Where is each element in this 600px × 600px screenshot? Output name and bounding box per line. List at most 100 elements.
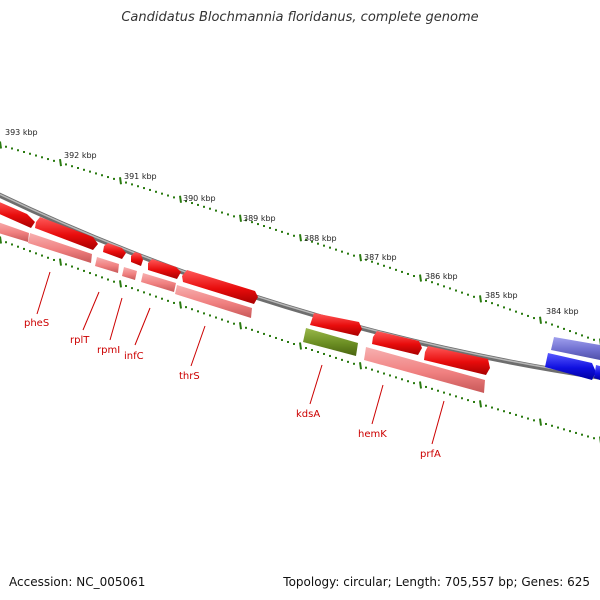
- minor-tick: [167, 299, 169, 302]
- minor-tick: [287, 232, 289, 235]
- minor-tick: [485, 300, 487, 303]
- minor-tick: [425, 279, 427, 282]
- gene-rplT-forward[interactable]: [35, 217, 98, 250]
- minor-tick: [41, 254, 43, 257]
- minor-tick: [203, 312, 205, 315]
- minor-tick: [425, 385, 427, 388]
- major-tick: [419, 381, 422, 389]
- gene-label-rpmI[interactable]: rpmI: [97, 345, 120, 356]
- minor-tick: [233, 322, 235, 325]
- minor-tick: [185, 200, 187, 203]
- minor-tick: [395, 376, 397, 379]
- gene-infC-forward[interactable]: [131, 252, 143, 266]
- minor-tick: [83, 168, 85, 171]
- gene-kdsA-rna[interactable]: [303, 328, 358, 356]
- gene-kdsA-forward[interactable]: [310, 313, 362, 336]
- topology-label: Topology: circular; Length: 705,557 bp; …: [283, 575, 590, 589]
- minor-tick: [443, 285, 445, 288]
- minor-tick: [293, 342, 295, 345]
- minor-tick: [521, 312, 523, 315]
- tick-label: 388 kbp: [304, 234, 337, 243]
- gene-label-kdsA[interactable]: kdsA: [296, 409, 320, 420]
- accession-label: Accession: NC_005061: [9, 575, 146, 589]
- minor-tick: [77, 267, 79, 270]
- minor-tick: [353, 362, 355, 365]
- gene-label-thrS[interactable]: thrS: [179, 371, 200, 382]
- gene-infC-reverse[interactable]: [122, 267, 137, 280]
- minor-tick: [335, 356, 337, 359]
- minor-tick: [407, 272, 409, 275]
- leader-infC: [134, 307, 151, 346]
- minor-tick: [83, 269, 85, 272]
- major-tick: [419, 274, 422, 282]
- gene-label-pheS[interactable]: pheS: [24, 318, 49, 329]
- minor-tick: [29, 250, 31, 253]
- minor-tick: [497, 408, 499, 411]
- minor-tick: [413, 275, 415, 278]
- minor-tick: [341, 250, 343, 253]
- minor-tick: [125, 284, 127, 287]
- minor-tick: [155, 190, 157, 193]
- gene-blue-reverse[interactable]: [545, 353, 596, 380]
- minor-tick: [221, 318, 223, 321]
- minor-tick: [257, 330, 259, 333]
- genome-backbone-highlight: [0, 193, 600, 377]
- gene-blue-reverse-2[interactable]: [594, 365, 600, 380]
- gene-thrS-reverse-2[interactable]: [175, 285, 252, 318]
- minor-tick: [305, 238, 307, 241]
- gene-hemK-forward[interactable]: [372, 331, 422, 355]
- gene-pheS-forward[interactable]: [0, 200, 35, 228]
- gene-thrS-reverse-1[interactable]: [141, 273, 176, 292]
- gene-blue-forward[interactable]: [551, 337, 600, 360]
- tick-label: 392 kbp: [64, 151, 97, 160]
- major-tick: [119, 177, 122, 185]
- minor-tick: [281, 338, 283, 341]
- minor-tick: [209, 314, 211, 317]
- gene-rplT-reverse[interactable]: [28, 233, 92, 263]
- minor-tick: [203, 205, 205, 208]
- minor-tick: [71, 165, 73, 168]
- minor-tick: [143, 187, 145, 190]
- tick-label: 385 kbp: [485, 291, 518, 300]
- forward-strand-genes: [0, 200, 600, 375]
- minor-tick: [323, 352, 325, 355]
- major-tick: [299, 342, 302, 350]
- gene-rpmI-forward[interactable]: [103, 243, 126, 259]
- minor-tick: [53, 258, 55, 261]
- minor-tick: [437, 389, 439, 392]
- gene-thrS-forward-1[interactable]: [148, 259, 181, 279]
- gene-label-infC[interactable]: infC: [124, 351, 144, 362]
- gene-label-rplT[interactable]: rplT: [70, 335, 90, 346]
- leader-rplT: [82, 291, 100, 331]
- tick-label: 393 kbp: [5, 128, 38, 137]
- minor-tick: [137, 289, 139, 292]
- minor-tick: [407, 380, 409, 383]
- leader-rpmI: [109, 297, 123, 341]
- minor-tick: [563, 327, 565, 330]
- minor-tick: [53, 159, 55, 162]
- gene-prfA-forward[interactable]: [424, 346, 490, 375]
- gene-label-hemK[interactable]: hemK: [358, 429, 387, 440]
- minor-tick: [215, 209, 217, 212]
- minor-tick: [389, 266, 391, 269]
- minor-tick: [377, 370, 379, 373]
- minor-tick: [473, 400, 475, 403]
- minor-tick: [35, 252, 37, 255]
- minor-tick: [269, 226, 271, 229]
- minor-tick: [245, 219, 247, 222]
- gene-pheS-reverse[interactable]: [0, 221, 29, 242]
- minor-tick: [41, 156, 43, 159]
- minor-tick: [197, 310, 199, 313]
- leader-kdsA: [309, 364, 323, 405]
- minor-tick: [143, 291, 145, 294]
- major-tick: [119, 280, 122, 288]
- gene-hemK-reverse[interactable]: [364, 347, 485, 393]
- minor-tick: [155, 295, 157, 298]
- minor-tick: [131, 287, 133, 290]
- gene-label-prfA[interactable]: prfA: [420, 449, 441, 460]
- gene-rpmI-reverse[interactable]: [95, 257, 119, 273]
- minor-tick: [269, 334, 271, 337]
- minor-tick: [449, 287, 451, 290]
- gene-thrS-forward-2[interactable]: [182, 270, 258, 304]
- minor-tick: [365, 366, 367, 369]
